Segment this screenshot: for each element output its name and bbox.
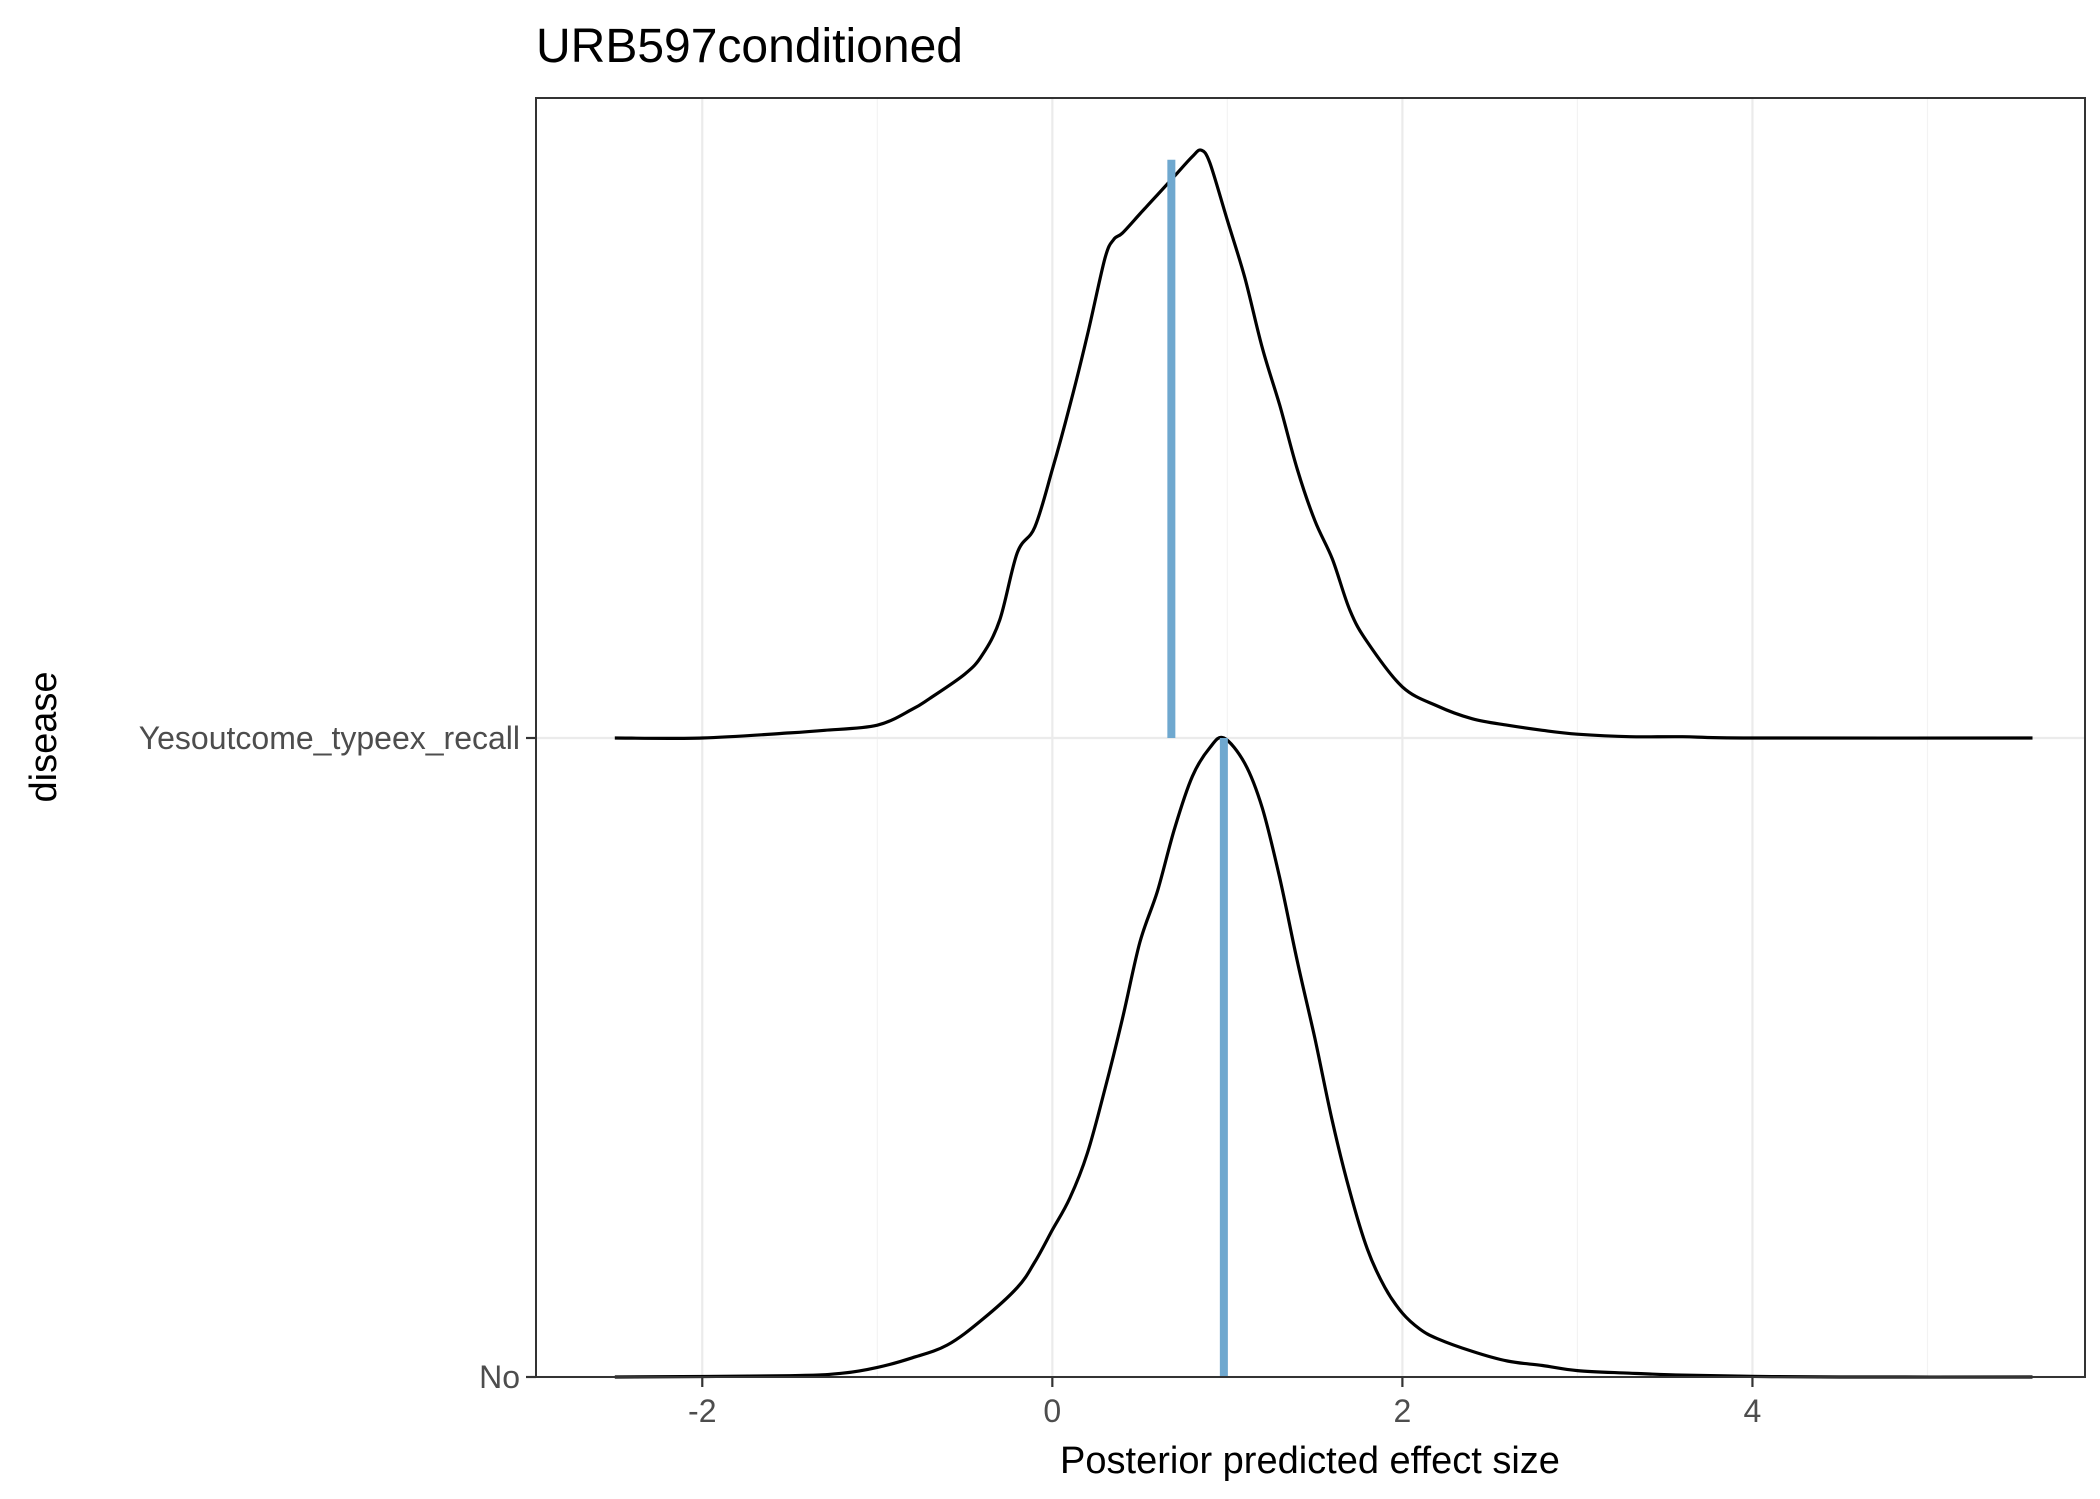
x-tick-label: 0 — [1043, 1393, 1061, 1429]
density-ridges — [614, 148, 2033, 1379]
x-axis: -2 0 2 4 — [688, 1377, 1761, 1429]
x-tick-label: 2 — [1393, 1393, 1411, 1429]
y-tick-label: No — [479, 1359, 520, 1395]
reference-lines — [1167, 159, 1228, 1377]
x-tick-label: -2 — [688, 1393, 716, 1429]
y-axis: No Yesoutcome_typeex_recall — [139, 720, 536, 1395]
x-axis-title: Posterior predicted effect size — [1060, 1440, 1560, 1482]
chart-title: URB597conditioned — [536, 20, 963, 73]
y-tick-label: Yesoutcome_typeex_recall — [139, 720, 520, 756]
density-curve-yesoutcome-typeex-recall — [614, 148, 2033, 740]
density-curve-no — [614, 735, 2033, 1379]
y-axis-title: disease — [23, 672, 65, 803]
x-tick-label: 4 — [1744, 1393, 1762, 1429]
